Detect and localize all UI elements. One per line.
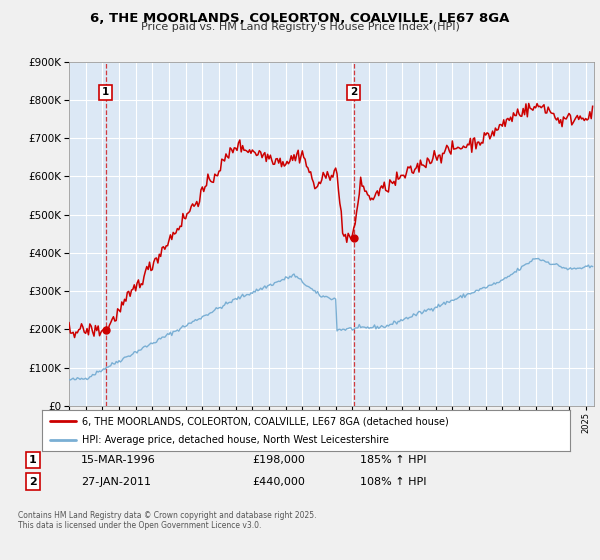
Text: 6, THE MOORLANDS, COLEORTON, COALVILLE, LE67 8GA (detached house): 6, THE MOORLANDS, COLEORTON, COALVILLE, … (82, 417, 448, 426)
Text: 15-MAR-1996: 15-MAR-1996 (81, 455, 156, 465)
Text: Contains HM Land Registry data © Crown copyright and database right 2025.
This d: Contains HM Land Registry data © Crown c… (18, 511, 317, 530)
Text: Price paid vs. HM Land Registry's House Price Index (HPI): Price paid vs. HM Land Registry's House … (140, 22, 460, 32)
Text: 1: 1 (29, 455, 37, 465)
Text: 108% ↑ HPI: 108% ↑ HPI (360, 477, 427, 487)
Text: 6, THE MOORLANDS, COLEORTON, COALVILLE, LE67 8GA: 6, THE MOORLANDS, COLEORTON, COALVILLE, … (91, 12, 509, 25)
Text: 1: 1 (102, 87, 109, 97)
Text: £198,000: £198,000 (252, 455, 305, 465)
Text: 2: 2 (29, 477, 37, 487)
Text: 27-JAN-2011: 27-JAN-2011 (81, 477, 151, 487)
Text: £440,000: £440,000 (252, 477, 305, 487)
Text: HPI: Average price, detached house, North West Leicestershire: HPI: Average price, detached house, Nort… (82, 435, 388, 445)
Text: 185% ↑ HPI: 185% ↑ HPI (360, 455, 427, 465)
Text: 2: 2 (350, 87, 357, 97)
